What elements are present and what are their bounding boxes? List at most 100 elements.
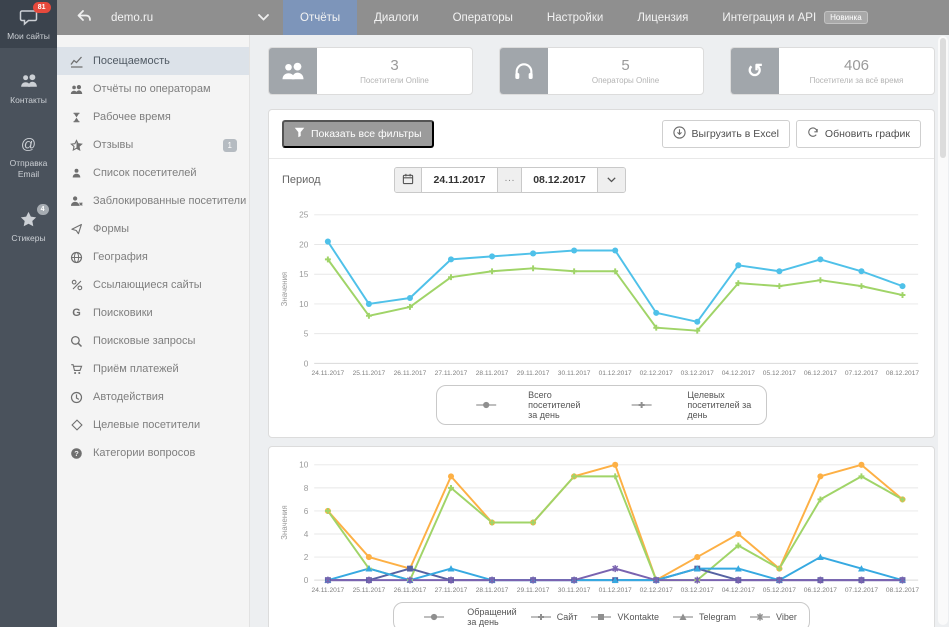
svg-text:06.12.2017: 06.12.2017 [804, 370, 837, 377]
menu-item-question-categories[interactable]: ? Категории вопросов [57, 439, 249, 467]
stat-value: 5 [621, 57, 629, 74]
tab-dialogs[interactable]: Диалоги [357, 0, 435, 35]
legend-item[interactable]: Обращений за день [406, 607, 517, 627]
menu-item-traffic[interactable]: Посещаемость [57, 47, 249, 75]
question-icon: ? [69, 447, 84, 460]
chart-actions: Выгрузить в Excel Обновить график [662, 120, 921, 148]
svg-text:30.11.2017: 30.11.2017 [558, 370, 591, 377]
scrollbar[interactable] [938, 36, 948, 625]
cart-icon [69, 363, 84, 375]
chevron-down-icon [607, 174, 616, 186]
stat-value: 406 [844, 57, 869, 74]
tab-reports[interactable]: Отчёты [283, 0, 357, 35]
back-icon [76, 9, 92, 26]
chart-legend: Обращений за день Сайт VKontakte Telegram Vi… [279, 602, 924, 627]
search-icon [69, 335, 84, 348]
svg-text:20: 20 [299, 239, 309, 249]
legend-item[interactable]: VKontakte [590, 612, 659, 622]
stat-card-operators-online: 5 Операторы Online [499, 47, 704, 95]
legend-item[interactable]: Telegram [672, 612, 736, 622]
period-dropdown-button[interactable] [598, 168, 625, 192]
rail-item-stickers[interactable]: 4 Стикеры [0, 202, 57, 250]
scrollbar-thumb[interactable] [940, 38, 946, 158]
refresh-icon [807, 127, 819, 142]
at-icon: @ [17, 134, 41, 154]
menu-item-search-queries[interactable]: Поисковые запросы [57, 327, 249, 355]
user-blocked-icon [69, 195, 84, 207]
globe-icon [69, 251, 84, 264]
rail-item-contacts[interactable]: Контакты [0, 64, 57, 112]
menu-item-feedback[interactable]: Отзывы 1 [57, 131, 249, 159]
new-feature-badge: Новинка [824, 11, 868, 24]
date-from-input[interactable]: 24.11.2017 [422, 168, 498, 192]
star-icon: 4 [17, 209, 41, 229]
site-selector[interactable]: demo.ru [111, 0, 283, 35]
menu-item-search-engines[interactable]: G Поисковики [57, 299, 249, 327]
svg-text:24.11.2017: 24.11.2017 [312, 587, 345, 594]
target-icon [69, 419, 84, 431]
main-content: 3 Посетители Online 5 Операторы Online ↺… [250, 35, 949, 627]
tab-operators[interactable]: Операторы [436, 0, 530, 35]
svg-text:27.11.2017: 27.11.2017 [435, 370, 468, 377]
svg-text:01.12.2017: 01.12.2017 [599, 370, 632, 377]
svg-text:05.12.2017: 05.12.2017 [763, 587, 796, 594]
menu-item-geography[interactable]: География [57, 243, 249, 271]
app-window: 81 Мои сайты Контакты @ Отправка Email 4… [0, 0, 949, 627]
rail-item-my-sites[interactable]: 81 Мои сайты [0, 0, 57, 48]
stat-card-visitors-online: 3 Посетители Online [268, 47, 473, 95]
svg-text:02.12.2017: 02.12.2017 [640, 587, 673, 594]
date-to-input[interactable]: 08.12.2017 [522, 168, 598, 192]
legend-item[interactable]: Всего посетителей за день [449, 390, 588, 420]
menu-item-working-hours[interactable]: Рабочее время [57, 103, 249, 131]
svg-text:0: 0 [304, 358, 309, 368]
calendar-button[interactable] [395, 168, 422, 192]
notification-badge: 81 [33, 2, 51, 13]
menu-item-operator-reports[interactable]: Отчёты по операторам [57, 75, 249, 103]
menu-item-blocked-visitors[interactable]: Заблокированные посетители [57, 187, 249, 215]
svg-text:28.11.2017: 28.11.2017 [476, 370, 509, 377]
clock-icon [69, 391, 84, 404]
paper-plane-icon [69, 223, 84, 235]
line-chart-icon [69, 55, 84, 68]
menu-item-visitor-list[interactable]: Список посетителей [57, 159, 249, 187]
svg-text:03.12.2017: 03.12.2017 [681, 370, 714, 377]
back-button[interactable] [57, 0, 111, 35]
svg-text:6: 6 [304, 506, 309, 516]
export-excel-button[interactable]: Выгрузить в Excel [662, 120, 790, 148]
svg-text:Значения: Значения [280, 272, 289, 306]
legend-item[interactable]: Viber [749, 612, 797, 622]
tab-integration-api[interactable]: Интеграция и API Новинка [705, 0, 884, 35]
legend-item[interactable]: Целевых посетителей за день [601, 390, 754, 420]
menu-item-forms[interactable]: Формы [57, 215, 249, 243]
refresh-chart-button[interactable]: Обновить график [796, 120, 921, 148]
hourglass-icon [69, 111, 84, 124]
svg-text:25: 25 [299, 210, 309, 220]
filter-icon [294, 127, 305, 141]
menu-item-auto-actions[interactable]: Автодействия [57, 383, 249, 411]
svg-text:06.12.2017: 06.12.2017 [804, 587, 837, 594]
rail-item-email[interactable]: @ Отправка Email [0, 127, 57, 185]
svg-text:27.11.2017: 27.11.2017 [435, 587, 468, 594]
show-filters-button[interactable]: Показать все фильтры [282, 120, 434, 148]
tab-settings[interactable]: Настройки [530, 0, 620, 35]
svg-text:07.12.2017: 07.12.2017 [845, 370, 878, 377]
top-navigation: demo.ru Отчёты Диалоги Операторы Настрой… [57, 0, 949, 35]
menu-item-target-visitors[interactable]: Целевые посетители [57, 411, 249, 439]
tab-license[interactable]: Лицензия [620, 0, 705, 35]
stats-row: 3 Посетители Online 5 Операторы Online ↺… [268, 47, 935, 95]
user-icon [69, 167, 84, 179]
google-icon: G [69, 307, 84, 319]
date-range-separator: ··· [498, 168, 522, 192]
visitors-icon [269, 48, 317, 94]
rail-item-label: Контакты [10, 95, 47, 106]
svg-text:25.11.2017: 25.11.2017 [353, 587, 386, 594]
menu-item-payments[interactable]: Приём платежей [57, 355, 249, 383]
stat-label: Посетители Online [360, 76, 429, 85]
svg-text:30.11.2017: 30.11.2017 [558, 587, 591, 594]
visits-panel: Показать все фильтры Выгрузить в Excel О… [268, 109, 935, 438]
svg-text:29.11.2017: 29.11.2017 [517, 587, 550, 594]
stat-value: 3 [390, 57, 398, 74]
legend-item[interactable]: Сайт [530, 612, 578, 622]
app-rail: 81 Мои сайты Контакты @ Отправка Email 4… [0, 0, 57, 627]
menu-item-referring-sites[interactable]: Ссылающиеся сайты [57, 271, 249, 299]
